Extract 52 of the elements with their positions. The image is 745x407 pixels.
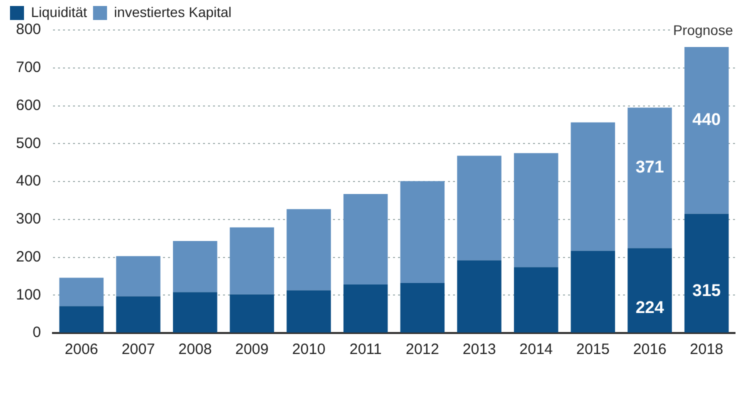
bar xyxy=(457,260,502,332)
legend-label: Liquidität xyxy=(31,4,88,20)
y-tick-label: 0 xyxy=(32,324,42,342)
x-tick-label: 2008 xyxy=(178,341,212,358)
x-tick-label: 2010 xyxy=(292,341,326,358)
y-tick-label: 500 xyxy=(16,134,42,152)
x-tick-label: 2015 xyxy=(576,341,610,358)
annotation: Prognose xyxy=(673,22,734,38)
bar xyxy=(116,296,160,332)
bar xyxy=(457,156,502,260)
bar xyxy=(684,214,729,332)
y-tick-label: 300 xyxy=(16,210,42,228)
bar xyxy=(116,256,160,296)
data-label: 224 xyxy=(636,298,664,318)
x-tick-label: 2006 xyxy=(64,341,98,358)
bar xyxy=(514,153,558,268)
bar xyxy=(628,248,672,332)
x-tick-label: 2018 xyxy=(690,341,724,358)
bar xyxy=(514,267,558,332)
x-tick-label: 2011 xyxy=(349,341,382,358)
bar xyxy=(628,108,672,248)
x-tick-label: 2007 xyxy=(122,341,155,358)
data-label: 371 xyxy=(636,158,664,177)
bar xyxy=(400,283,445,332)
bar xyxy=(172,240,218,292)
y-tick-label: 600 xyxy=(16,96,42,114)
bar xyxy=(172,292,218,332)
bar xyxy=(230,294,274,332)
y-tick-label: 800 xyxy=(16,21,42,38)
x-tick-label: 2013 xyxy=(462,341,496,358)
bar xyxy=(343,284,388,332)
bar xyxy=(59,306,104,332)
bar xyxy=(570,122,616,251)
bar xyxy=(59,278,104,306)
legend-label: investiertes Kapital xyxy=(114,4,232,20)
x-tick-label: 2012 xyxy=(406,341,440,358)
y-tick-label: 200 xyxy=(16,248,42,266)
data-label: 440 xyxy=(692,110,721,130)
x-tick-label: 2014 xyxy=(519,341,553,358)
y-tick-label: 700 xyxy=(16,59,42,76)
bar xyxy=(286,209,331,290)
data-label: 315 xyxy=(692,280,721,300)
bar xyxy=(570,250,616,332)
bar xyxy=(230,227,274,294)
bar xyxy=(684,47,729,214)
x-tick-label: 2016 xyxy=(633,341,666,358)
y-tick-label: 100 xyxy=(16,286,42,304)
bar xyxy=(286,290,331,332)
bar xyxy=(400,181,445,284)
bar xyxy=(343,194,388,285)
y-tick-label: 400 xyxy=(16,172,42,190)
x-tick-label: 2009 xyxy=(235,341,269,358)
